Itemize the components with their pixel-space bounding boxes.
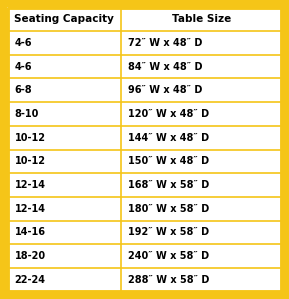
Text: 72″ W x 48″ D: 72″ W x 48″ D (128, 38, 203, 48)
Text: 18-20: 18-20 (14, 251, 46, 261)
Text: 10-12: 10-12 (14, 133, 45, 143)
Text: Table Size: Table Size (172, 14, 231, 24)
Text: 6-8: 6-8 (14, 85, 32, 95)
Text: 180″ W x 58″ D: 180″ W x 58″ D (128, 204, 210, 214)
Text: 10-12: 10-12 (14, 156, 45, 166)
Text: 168″ W x 58″ D: 168″ W x 58″ D (128, 180, 210, 190)
Text: 8-10: 8-10 (14, 109, 39, 119)
Text: 120″ W x 48″ D: 120″ W x 48″ D (128, 109, 210, 119)
Text: 288″ W x 58″ D: 288″ W x 58″ D (128, 275, 210, 285)
Text: 192″ W x 58″ D: 192″ W x 58″ D (128, 227, 210, 237)
Text: 144″ W x 48″ D: 144″ W x 48″ D (128, 133, 210, 143)
Text: 84″ W x 48″ D: 84″ W x 48″ D (128, 62, 203, 72)
Text: 12-14: 12-14 (14, 204, 45, 214)
Text: 14-16: 14-16 (14, 227, 45, 237)
Text: 4-6: 4-6 (14, 62, 32, 72)
Text: 22-24: 22-24 (14, 275, 45, 285)
Text: Seating Capacity: Seating Capacity (14, 14, 114, 24)
Text: 4-6: 4-6 (14, 38, 32, 48)
Text: 150″ W x 48″ D: 150″ W x 48″ D (128, 156, 210, 166)
Text: 96″ W x 48″ D: 96″ W x 48″ D (128, 85, 203, 95)
Text: 240″ W x 58″ D: 240″ W x 58″ D (128, 251, 210, 261)
Text: 12-14: 12-14 (14, 180, 45, 190)
